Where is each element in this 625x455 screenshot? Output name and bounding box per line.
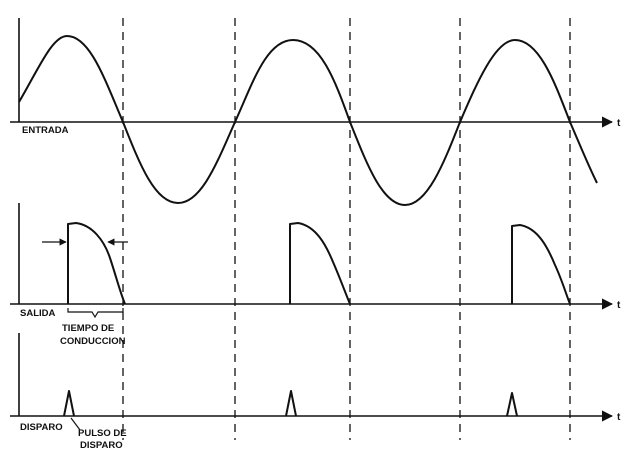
output-conduction-segment-3 (511, 224, 571, 305)
trigger-pulse-1 (63, 390, 75, 417)
conduction-time-bracket (67, 308, 124, 319)
trigger-pulse-2 (285, 390, 297, 417)
output-conduction-segment-2 (289, 222, 351, 305)
input-panel: t ENTRADA (10, 18, 621, 206)
trigger-pulse-leader (70, 417, 81, 431)
output-label: SALIDA (20, 308, 56, 319)
input-label: ENTRADA (22, 125, 69, 136)
conduction-time-label-line2: CONDUCCION (60, 336, 126, 347)
trigger-pulse-3 (506, 392, 518, 417)
input-sine-wave (18, 35, 598, 206)
trigger-time-axis-label: t (617, 412, 621, 423)
trigger-panel: t DISPARO PULSO DE DISPARO (10, 333, 621, 451)
output-panel: t SALIDA TIEMPO DE CONDUCCION (10, 203, 621, 347)
zero-crossing-guides (122, 18, 571, 440)
trigger-pulse-label-line2: DISPARO (80, 440, 123, 451)
input-time-axis-label: t (617, 118, 621, 129)
trigger-label: DISPARO (20, 422, 63, 433)
trigger-pulse-label-line1: PULSO DE (78, 428, 127, 439)
conduction-time-label-line1: TIEMPO DE (62, 323, 114, 334)
output-time-axis-label: t (617, 300, 621, 311)
output-conduction-segment-1 (67, 222, 126, 305)
